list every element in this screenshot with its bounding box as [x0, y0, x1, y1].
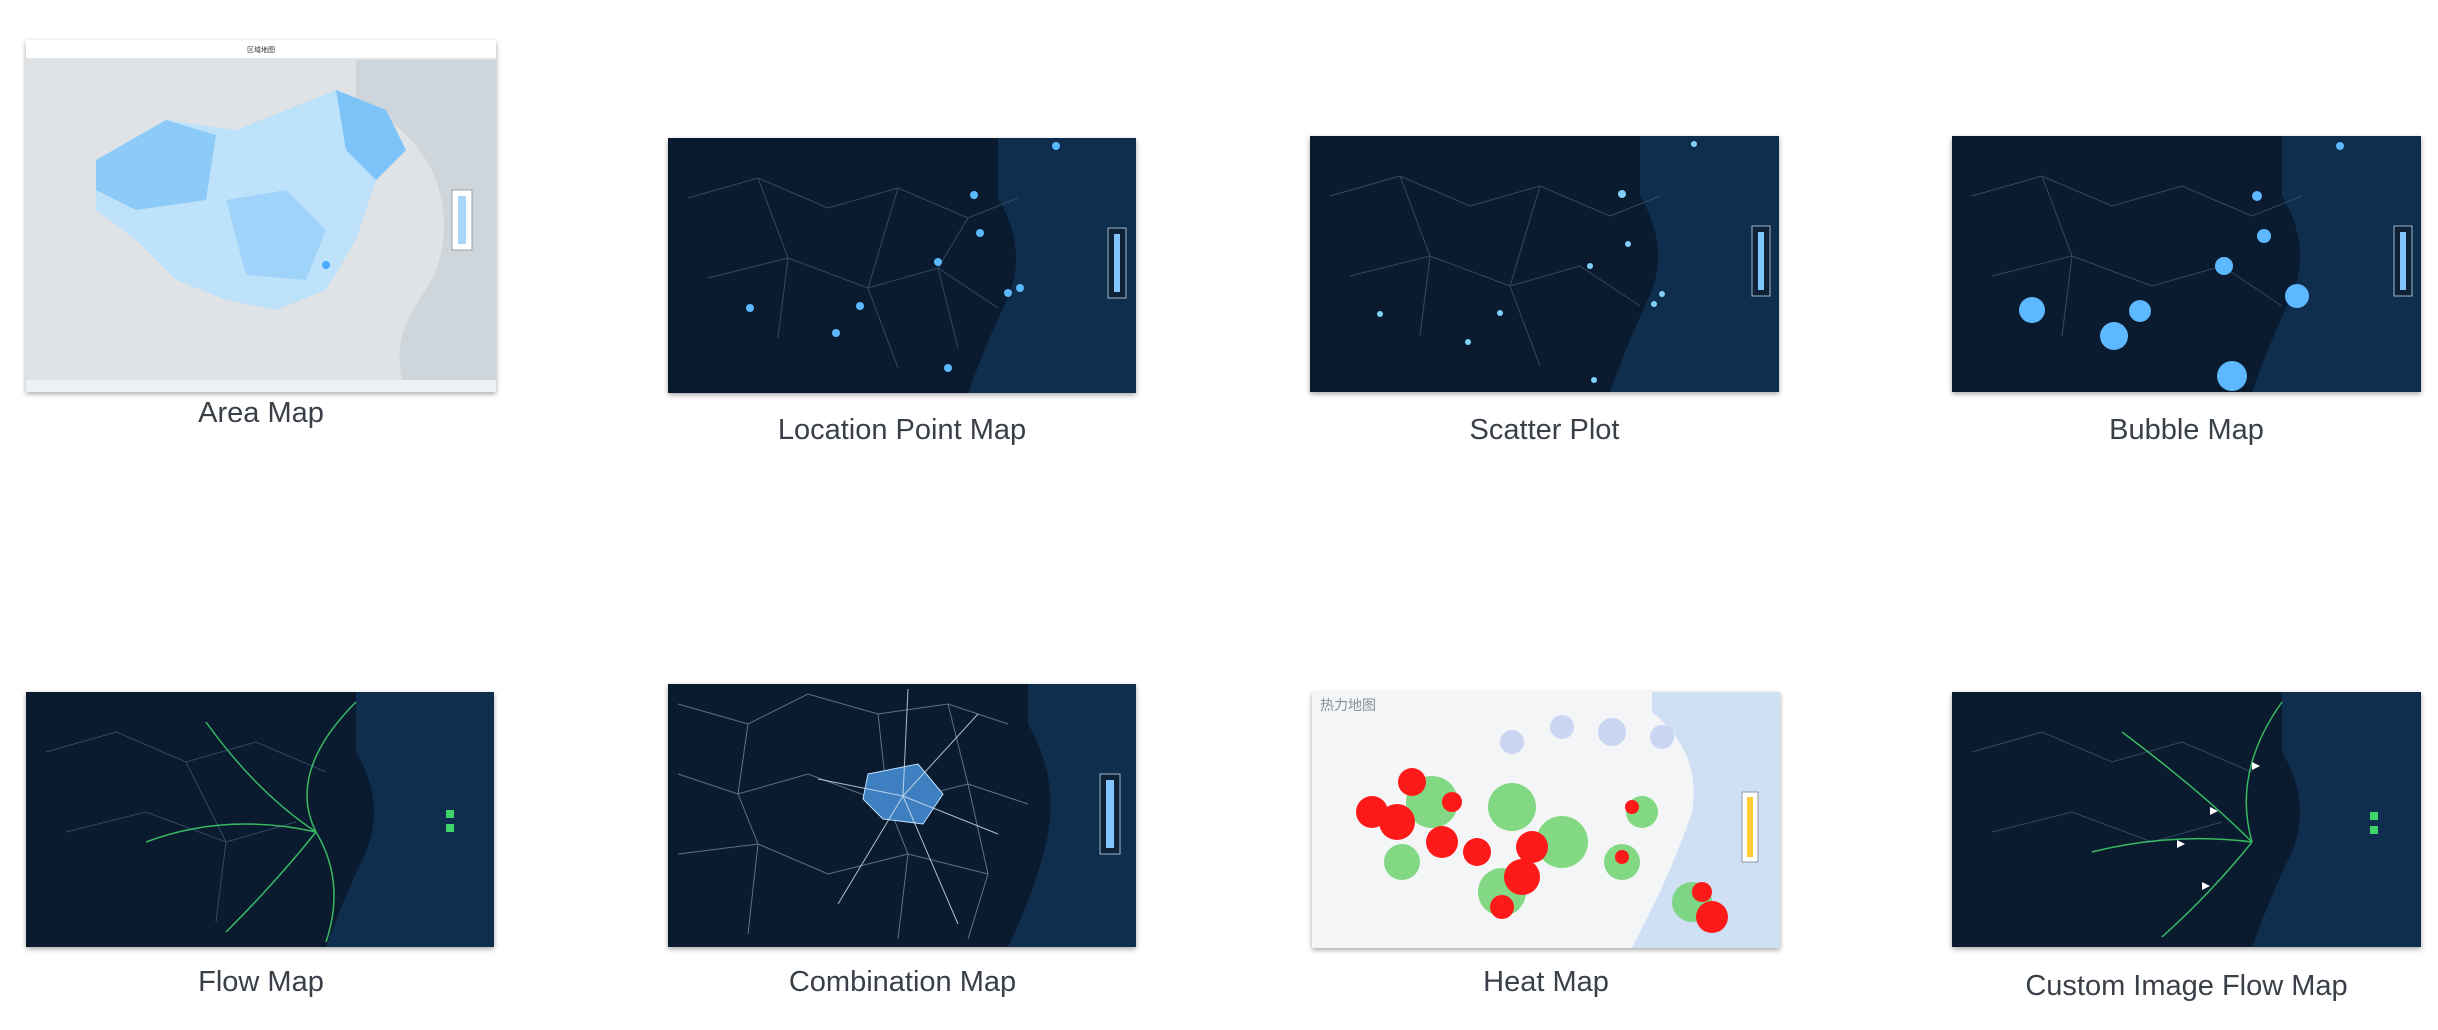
- combination-map-thumbnail[interactable]: [668, 684, 1136, 947]
- map-label-flow: Flow Map: [198, 966, 324, 998]
- flow-map-thumbnail[interactable]: [26, 692, 494, 947]
- map-label-heat: Heat Map: [1483, 966, 1609, 998]
- map-card-flow[interactable]: Flow Map: [26, 692, 496, 1012]
- svg-text:区域地图: 区域地图: [247, 45, 275, 54]
- scatter-plot-map-icon: [1310, 136, 1779, 392]
- custom-image-flow-map-thumbnail[interactable]: [1952, 692, 2421, 947]
- map-label-combination: Combination Map: [788, 966, 1017, 998]
- map-label-location-point: Location Point Map: [777, 414, 1027, 446]
- map-card-custom-image-flow[interactable]: Custom Image Flow Map: [1952, 692, 2421, 1012]
- bubble-map-icon: [1952, 136, 2421, 392]
- heat-map-thumbnail-title: 热力地图: [1320, 697, 1376, 713]
- combination-map-icon: [668, 684, 1136, 947]
- map-card-area[interactable]: 区域地图 Area Map: [26, 40, 496, 455]
- map-label-bubble: Bubble Map: [2109, 414, 2264, 446]
- scatter-plot-thumbnail[interactable]: [1310, 136, 1779, 392]
- map-card-heat[interactable]: 热力地图 Heat Map: [1312, 692, 1780, 1012]
- map-label-area: Area Map: [198, 397, 324, 429]
- location-point-map-icon: [668, 138, 1136, 393]
- map-card-bubble[interactable]: Bubble Map: [1952, 136, 2421, 456]
- map-label-custom-image-flow: Custom Image Flow Map: [2025, 970, 2348, 1002]
- map-label-scatter: Scatter Plot: [1469, 414, 1620, 446]
- area-map-icon: 区域地图: [26, 40, 496, 392]
- map-card-scatter[interactable]: Scatter Plot: [1310, 136, 1779, 456]
- heat-map-thumbnail[interactable]: 热力地图: [1312, 692, 1780, 948]
- heat-map-icon: 热力地图: [1312, 692, 1780, 948]
- custom-image-flow-map-icon: [1952, 692, 2421, 947]
- area-map-thumbnail[interactable]: 区域地图: [26, 40, 496, 392]
- map-card-combination[interactable]: Combination Map: [668, 684, 1137, 1012]
- flow-map-icon: [26, 692, 494, 947]
- bubble-map-thumbnail[interactable]: [1952, 136, 2421, 392]
- map-card-location-point[interactable]: Location Point Map: [668, 138, 1136, 458]
- location-point-map-thumbnail[interactable]: [668, 138, 1136, 393]
